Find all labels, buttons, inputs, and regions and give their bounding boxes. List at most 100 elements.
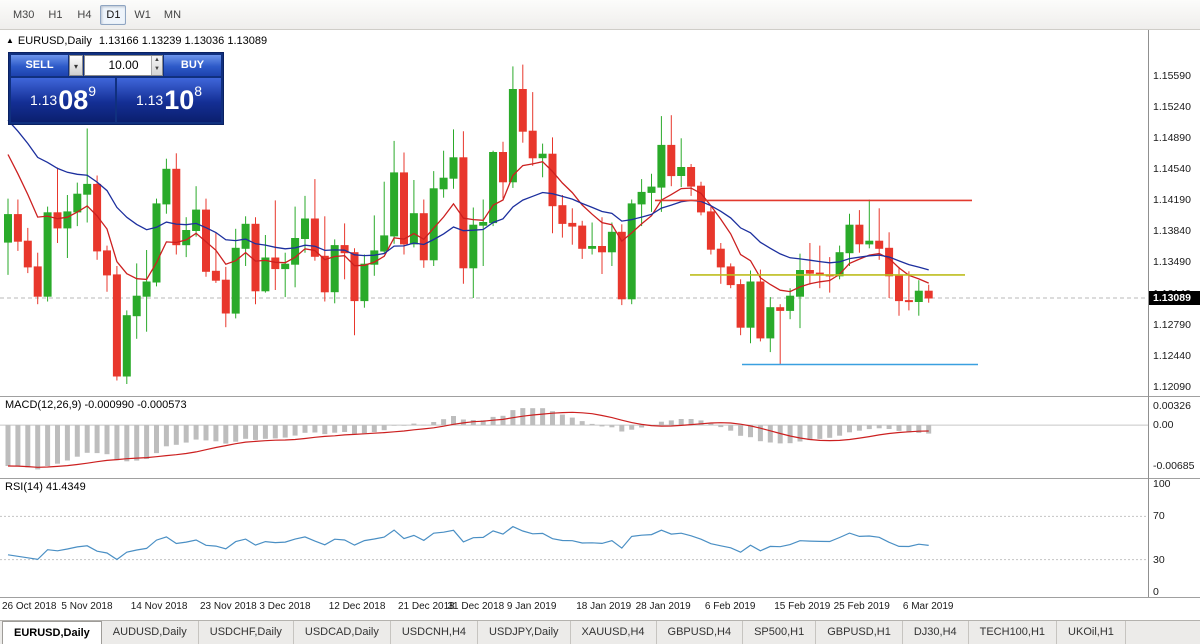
macd-histogram-bar (441, 419, 447, 426)
buy-price-prefix: 1.13 (135, 92, 164, 108)
candle-body (578, 225, 587, 249)
candle-body (390, 172, 399, 237)
macd-histogram-bar (569, 417, 575, 426)
ma-line-ema-slow (7, 119, 929, 271)
rsi-axis-label: 70 (1153, 510, 1165, 523)
candle-body (627, 203, 636, 300)
tab-usdjpy-daily[interactable]: USDJPY,Daily (478, 621, 571, 644)
candle-body (310, 218, 319, 257)
macd-histogram-bar (896, 425, 902, 431)
buy-button[interactable]: BUY (164, 55, 221, 76)
macd-histogram-bar (223, 425, 229, 444)
candle-body (617, 231, 626, 300)
tab-gbpusd-h1[interactable]: GBPUSD,H1 (816, 621, 903, 644)
chart-symbol-label: EURUSD,Daily (17, 35, 92, 47)
macd-histogram-bar (629, 425, 635, 430)
buy-price-big: 10 (164, 84, 195, 115)
macd-histogram-bar (371, 425, 377, 433)
candle-body (261, 257, 270, 292)
price-axis-label: 1.15240 (1153, 101, 1191, 114)
tab-dj30-h4[interactable]: DJ30,H4 (903, 621, 969, 644)
tab-eurusd-daily[interactable]: EURUSD,Daily (2, 621, 102, 644)
sell-price-display[interactable]: 1.13 08 9 (11, 78, 115, 122)
volume-value: 10.00 (108, 58, 139, 72)
macd-axis-label: -0.00685 (1153, 459, 1195, 472)
spinner-down-icon: ▼ (154, 66, 160, 72)
macd-histogram-bar (708, 423, 714, 426)
macd-histogram-bar (163, 425, 169, 447)
price-chart-canvas[interactable] (0, 30, 1148, 396)
macd-histogram-bar (559, 414, 565, 426)
tab-tech100-h1[interactable]: TECH100,H1 (969, 621, 1058, 644)
timeframe-button-w1[interactable]: W1 (134, 8, 151, 21)
timeframe-button-d1[interactable]: D1 (100, 4, 127, 25)
macd-histogram-bar (45, 425, 51, 466)
date-axis[interactable]: 26 Oct 2018 5 Nov 2018 14 Nov 2018 23 Nov 2… (0, 597, 1200, 620)
candle-body (202, 209, 210, 272)
candle-body (142, 281, 151, 297)
macd-histogram-bar (451, 416, 456, 426)
volume-input[interactable]: 10.00 ▲ ▼ (84, 55, 163, 76)
volume-dropdown-button[interactable]: ▾ (69, 55, 83, 76)
sell-price-prefix: 1.13 (29, 92, 58, 108)
candle-body (687, 167, 696, 187)
rsi-chart-canvas[interactable] (0, 478, 1148, 597)
timeframe-button-m30[interactable]: M30 (13, 8, 35, 21)
macd-histogram-bar (154, 425, 159, 454)
candle-body (241, 223, 250, 249)
candle-body (439, 177, 448, 190)
candle-body (776, 307, 785, 311)
date-axis-label: 14 Nov 2018 (130, 601, 188, 612)
macd-histogram-bar (361, 425, 367, 434)
candle-body (855, 224, 864, 245)
macd-histogram-bar (401, 425, 407, 426)
timeframe-button-mn[interactable]: MN (163, 8, 182, 21)
macd-indicator-label: MACD(12,26,9) -0.000990 -0.000573 (5, 399, 187, 411)
tab-sp500-h1[interactable]: SP500,H1 (743, 621, 817, 644)
candle-body (43, 212, 52, 297)
price-axis-label: 1.12440 (1153, 349, 1191, 362)
sell-button[interactable]: SELL (11, 55, 68, 76)
candle-body (607, 231, 616, 253)
macd-histogram-bar (678, 419, 684, 426)
macd-histogram-bar (866, 425, 872, 430)
price-axis-label: 1.15590 (1153, 70, 1191, 83)
tab-ukoil-h1[interactable]: UKOil,H1 (1057, 621, 1126, 644)
candle-body (588, 246, 597, 249)
candle-body (172, 168, 181, 246)
candle-body (132, 295, 141, 317)
volume-spinner[interactable]: ▲ ▼ (151, 56, 162, 75)
macd-chart-canvas[interactable] (0, 396, 1148, 478)
tab-usdcnh-h4[interactable]: USDCNH,H4 (391, 621, 479, 644)
buy-price-display[interactable]: 1.13 10 8 (117, 78, 221, 122)
macd-histogram-bar (272, 425, 278, 439)
macd-histogram-bar (302, 425, 308, 433)
macd-histogram-bar (15, 425, 21, 467)
candle-body (469, 224, 478, 269)
candle-body (449, 157, 458, 179)
timeframe-button-h4[interactable]: H4 (77, 8, 92, 21)
tab-usdcad-daily[interactable]: USDCAD,Daily (294, 621, 391, 644)
macd-histogram-bar (926, 425, 932, 434)
timeframe-button-h1[interactable]: H1 (48, 8, 63, 21)
sell-price-sup: 9 (88, 83, 97, 99)
panel-divider (0, 597, 1200, 598)
macd-histogram-bar (728, 425, 734, 431)
macd-histogram-bar (292, 425, 298, 436)
date-axis-label: 6 Mar 2019 (902, 601, 954, 612)
candle-body (845, 224, 854, 254)
macd-histogram-bar (876, 425, 882, 429)
candle-body (103, 250, 111, 276)
tab-gbpusd-h4[interactable]: GBPUSD,H4 (657, 621, 744, 644)
timeframe-toolbar: M30 H1 H4 D1 W1 MN (0, 0, 1200, 30)
price-axis-separator (1148, 30, 1149, 597)
candle-body (924, 290, 933, 299)
tab-usdchf-daily[interactable]: USDCHF,Daily (199, 621, 294, 644)
tab-audusd-daily[interactable]: AUDUSD,Daily (102, 621, 199, 644)
price-axis[interactable]: 1.15590 1.15240 1.14890 1.14540 1.14190 1.138… (1149, 30, 1200, 598)
macd-histogram-bar (55, 425, 60, 464)
tab-xauusd-h4[interactable]: XAUUSD,H4 (571, 621, 657, 644)
candle-body (479, 222, 488, 226)
candle-body (548, 153, 557, 207)
macd-histogram-bar (134, 425, 140, 461)
